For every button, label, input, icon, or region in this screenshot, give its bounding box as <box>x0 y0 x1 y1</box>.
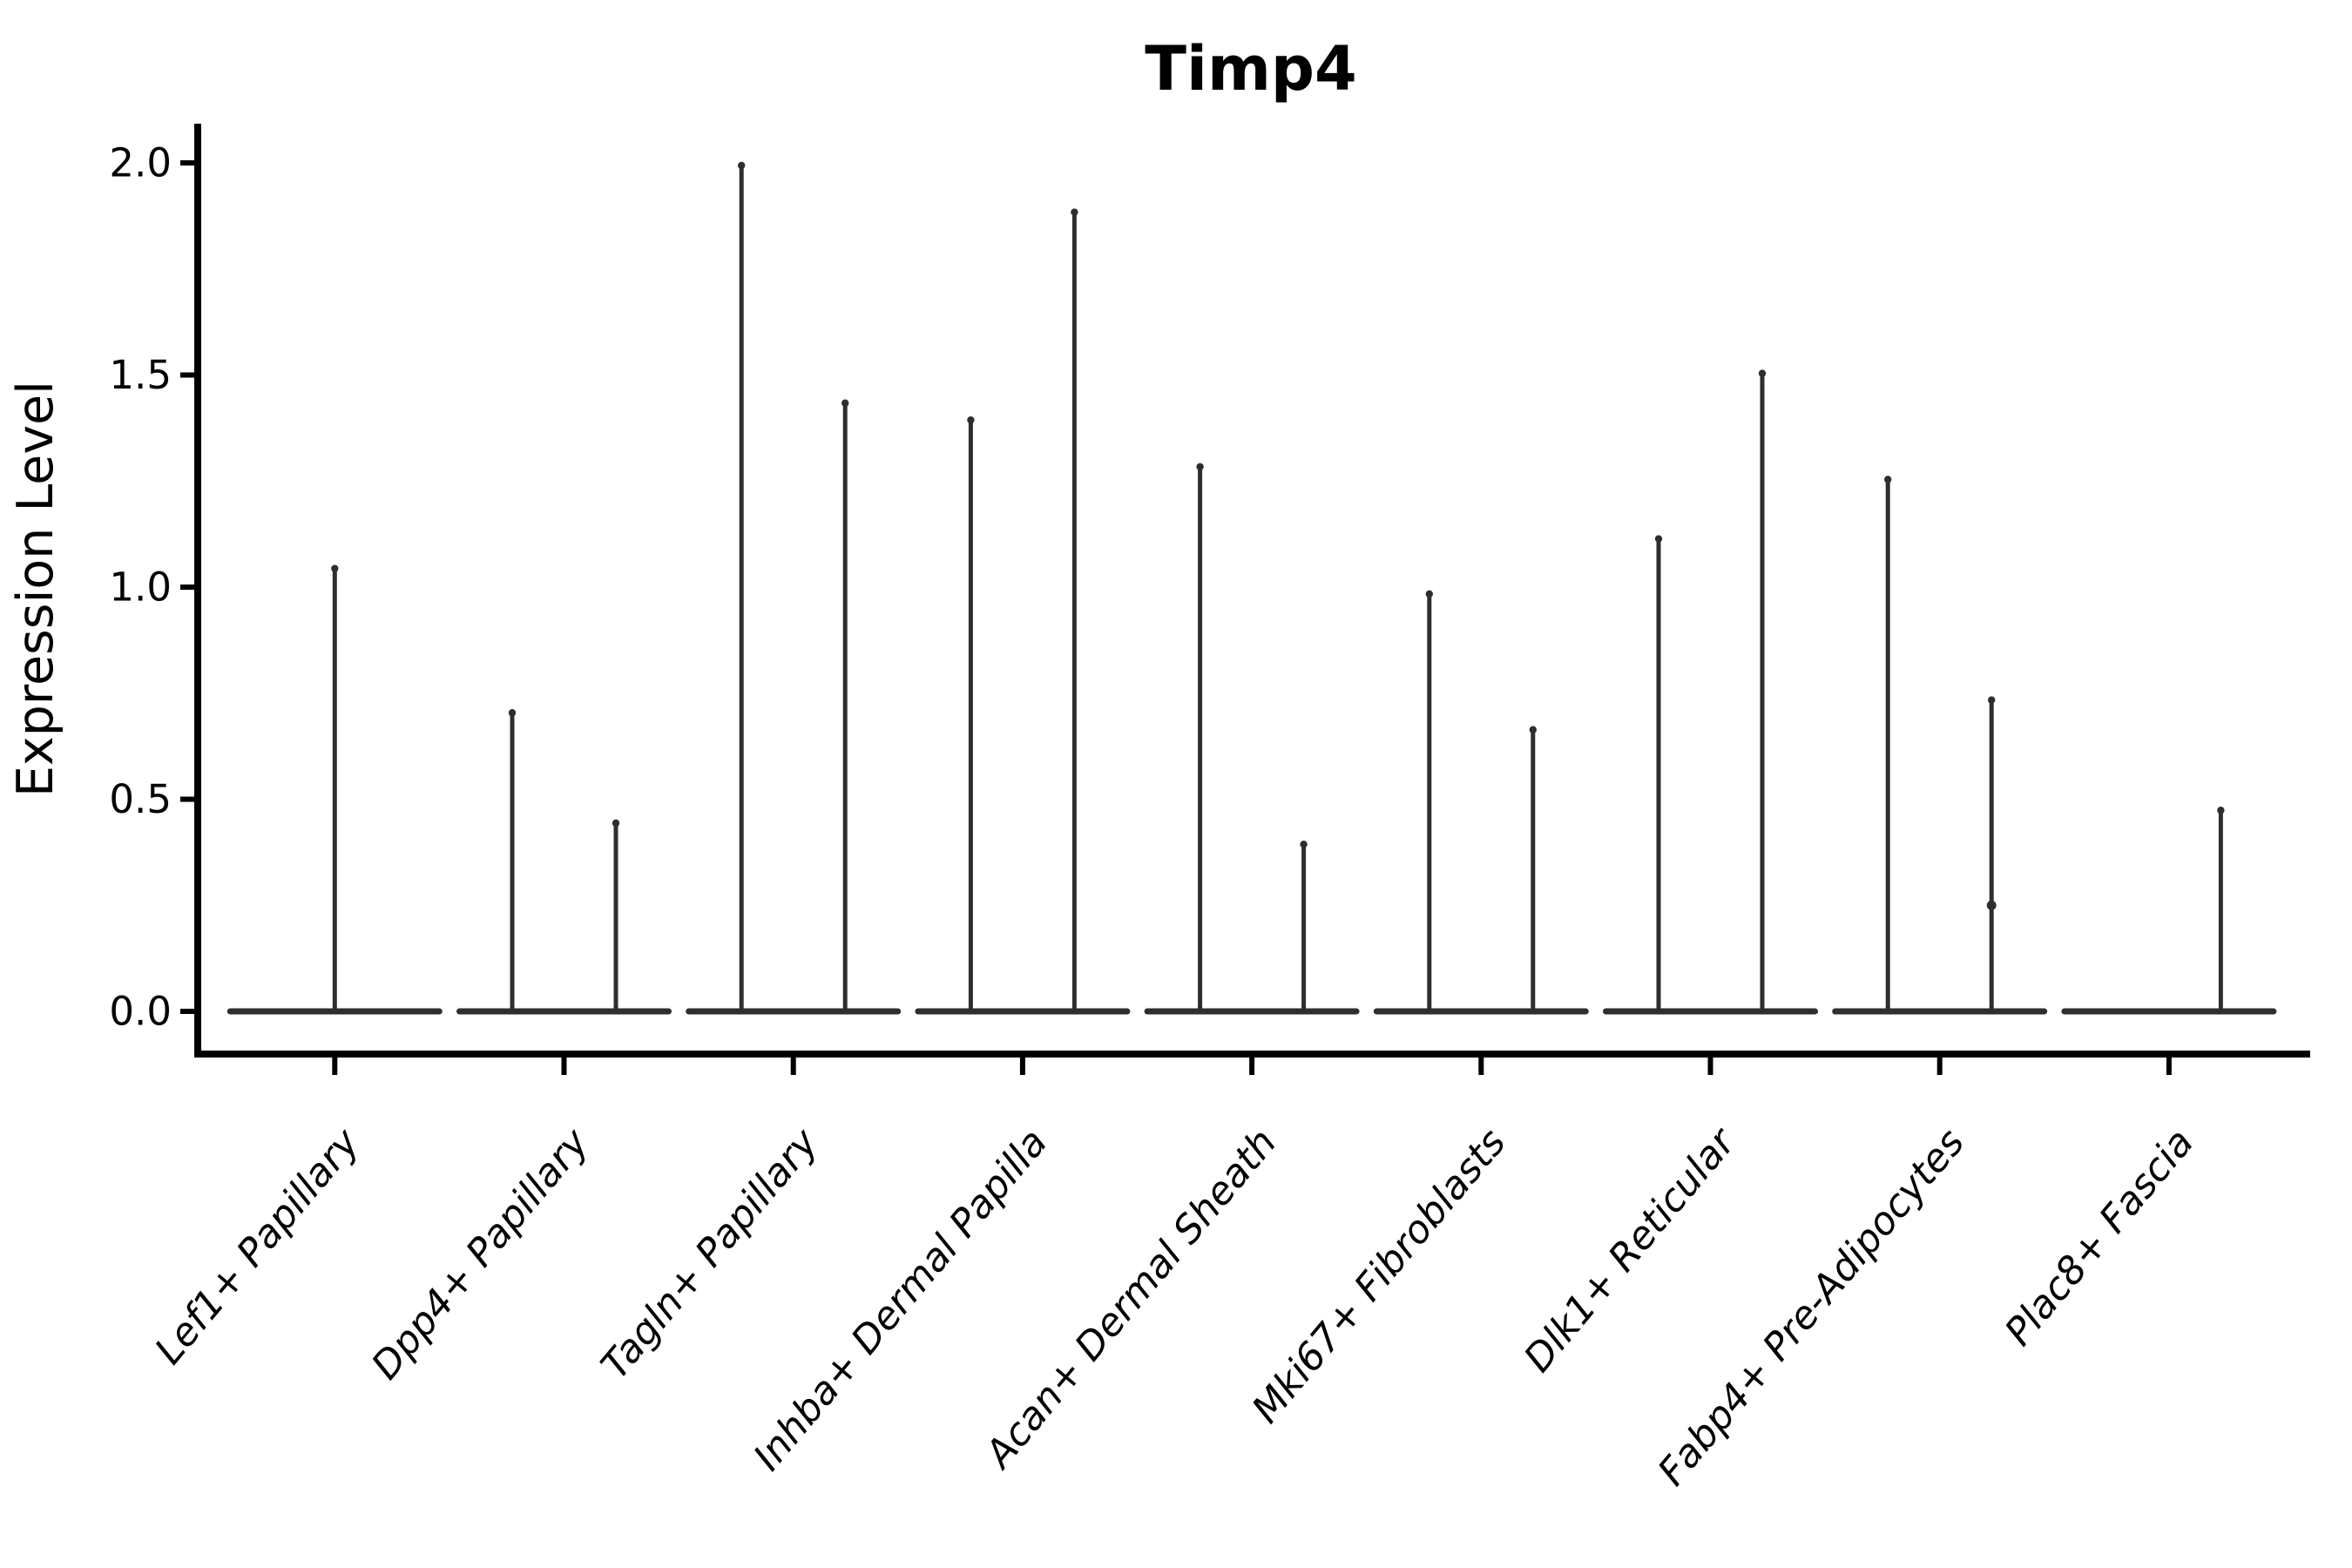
violin-spike-cap <box>1884 476 1892 483</box>
violin-spike-cap <box>1654 535 1663 543</box>
violin-spike-cap <box>2217 807 2225 814</box>
x-tick-label: Dlk1+ Reticular <box>1516 1119 1746 1381</box>
x-tick-label: Tagln+ Papillary <box>592 1120 827 1388</box>
violin-spike-cap <box>508 709 517 717</box>
outlier-dot <box>1986 900 1997 910</box>
violin-spike-cap <box>1300 841 1308 848</box>
x-tick-label: Mki67+ Fibroblasts <box>1244 1120 1515 1431</box>
x-tick-label: Lef1+ Papillary <box>146 1120 368 1373</box>
violin-spike-cap <box>967 416 975 424</box>
violin-spike-cap <box>1529 726 1538 733</box>
violin-spike-cap <box>841 399 849 407</box>
y-axis-label: Expression Level <box>7 381 64 797</box>
plot-title: Timp4 <box>1145 33 1357 105</box>
violin-spike-cap <box>1071 208 1078 216</box>
y-tick-label: 1.5 <box>109 352 172 398</box>
violin-layer <box>226 161 2277 1015</box>
violin-spike-cap <box>1425 590 1434 598</box>
y-tick-label: 2.0 <box>109 140 172 186</box>
violin-spike-cap <box>1196 463 1204 470</box>
y-tick-label: 0.5 <box>109 776 172 822</box>
violin-spike-cap <box>738 161 746 170</box>
violin-spike-cap <box>1758 369 1767 377</box>
y-tick-label: 1.0 <box>109 564 172 611</box>
x-tick-label: Plac8+ Fascia <box>1997 1120 2203 1354</box>
violin-spike-cap <box>331 564 339 572</box>
axis-spines <box>194 124 2310 1058</box>
x-tick-label: Dpp4+ Papillary <box>363 1120 598 1389</box>
y-tick-label: 0.0 <box>109 989 172 1035</box>
violin-spike-cap <box>612 819 620 828</box>
violin-spike-cap <box>1988 696 1996 704</box>
